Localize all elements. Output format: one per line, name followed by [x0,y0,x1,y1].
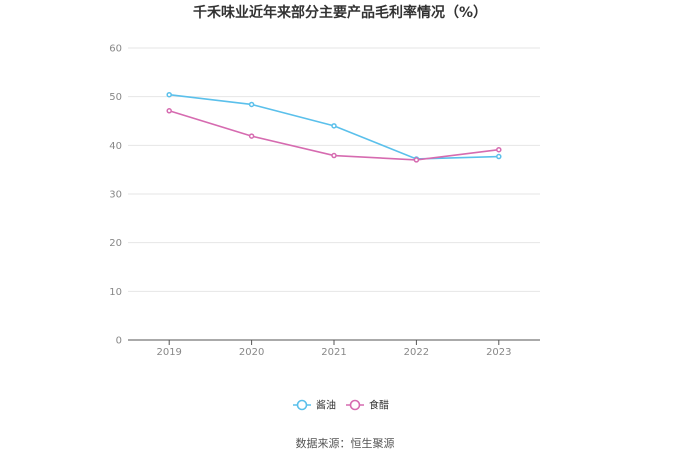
source-note: 数据来源：恒生聚源 [296,436,395,450]
data-point[interactable] [496,153,502,160]
x-tick-label: 2020 [239,347,264,358]
legend-item-1[interactable]: 酱油 [293,399,336,412]
data-point[interactable] [496,146,502,153]
legend-marker [296,399,308,411]
x-tick-label: 2021 [321,347,346,358]
data-point[interactable] [331,123,337,129]
x-tick-label: 2022 [404,347,429,358]
data-point[interactable] [248,101,255,108]
legend[interactable]: 酱油 食醋 [293,399,389,412]
data-point[interactable] [166,91,172,98]
chart-title: 千禾味业近年来部分主要产品毛利率情况（%） [193,4,487,21]
data-point[interactable] [166,108,172,114]
x-tick-label: 2023 [486,347,511,358]
y-tick-label: 50 [109,92,122,103]
data-point[interactable] [331,152,337,159]
y-tick-label: 30 [109,190,122,201]
legend-item-2[interactable]: 食醋 [346,399,389,412]
x-axis-ticks: 2019 2020 2021 2022 2023 [156,340,512,358]
series-group [166,91,502,163]
y-tick-label: 40 [109,141,122,152]
legend-label: 食醋 [369,399,389,412]
grid-lines [128,47,540,292]
y-tick-label: 0 [116,336,122,347]
x-tick-label: 2019 [156,347,181,358]
y-axis-ticks: 0 10 20 30 40 50 60 [109,44,122,347]
data-point[interactable] [413,157,420,163]
series-line-2 [168,110,499,161]
data-point[interactable] [248,133,255,139]
y-tick-label: 10 [109,287,122,298]
legend-marker [349,399,361,411]
y-tick-label: 60 [109,44,122,55]
legend-label: 酱油 [316,399,336,412]
y-tick-label: 20 [109,238,122,249]
